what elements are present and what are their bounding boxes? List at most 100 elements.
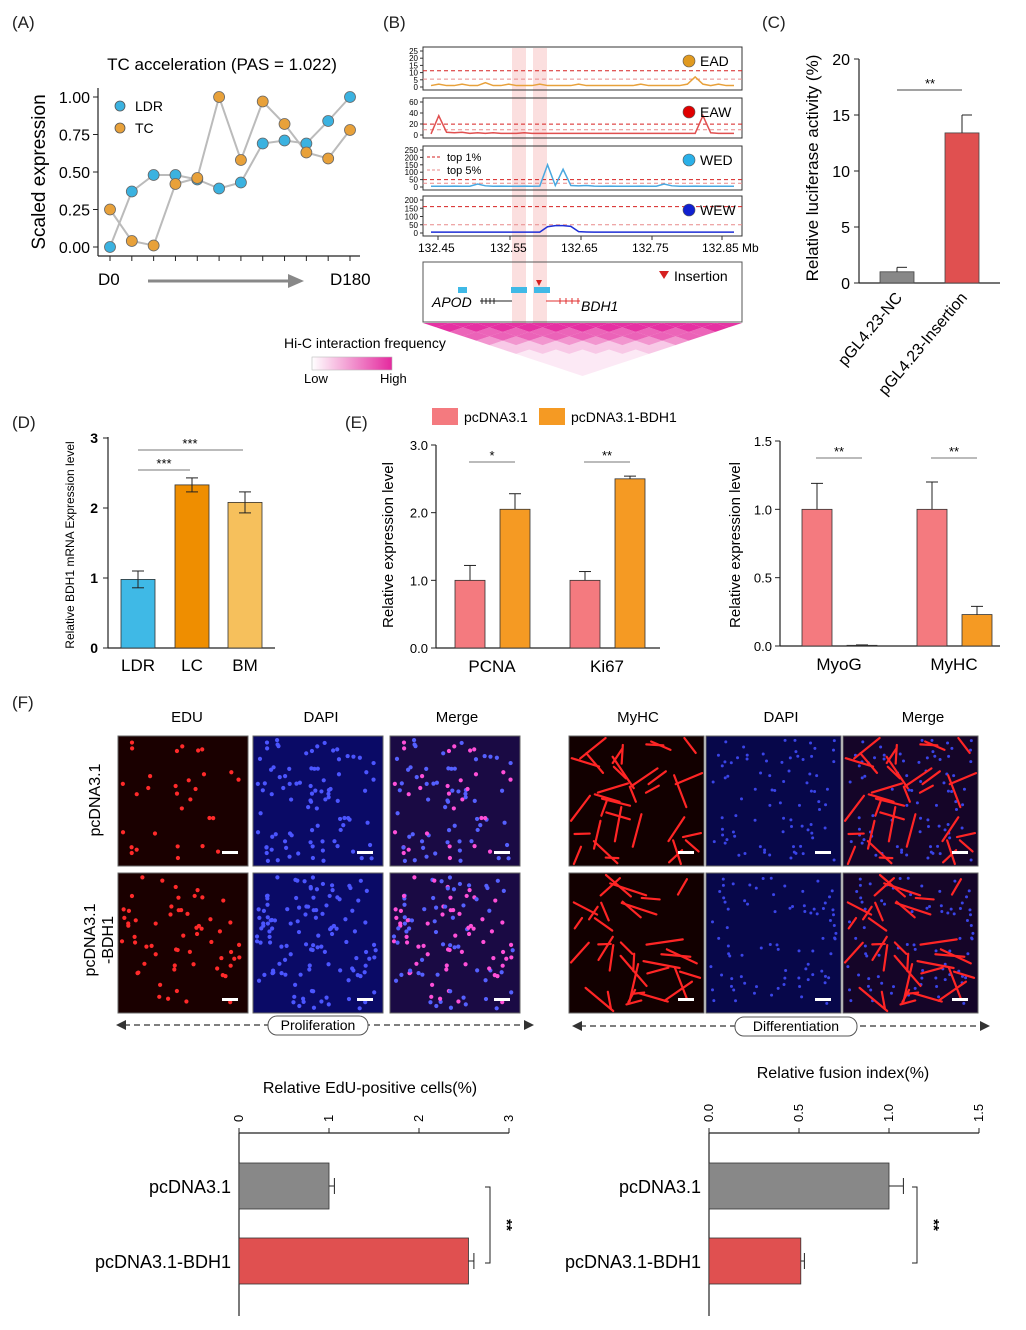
myotube [912,992,943,1003]
nucleus [466,883,472,888]
myotube [638,992,669,1003]
nucleus [446,766,451,771]
nucleus [311,895,316,900]
nucleus [809,911,813,915]
row-label-pcdna: pcDNA3.1 [87,763,104,836]
nucleus [809,789,813,793]
nucleus [345,753,350,759]
myotube [902,785,911,803]
nucleus [457,848,462,853]
nucleus [453,933,458,938]
track-ytick-label: 250 [405,146,419,155]
nucleus [282,957,288,962]
panel-c-ytick-label: 15 [832,108,850,125]
nucleus [292,994,297,999]
nucleus [322,740,327,746]
nucleus [288,952,293,957]
nucleus [311,943,316,948]
nucleus [315,744,320,749]
nucleus [508,760,513,766]
nucleus [865,954,869,958]
myotube [899,999,917,1006]
nucleus [471,926,476,931]
scale-bar [357,998,373,1001]
nucleus [782,982,786,986]
nucleus [909,893,913,897]
nucleus [306,904,311,909]
nucleus [833,937,837,941]
nucleus [129,893,135,899]
nucleus [180,744,185,749]
nucleus [308,783,313,789]
nucleus [301,999,306,1004]
myotube [893,941,908,955]
myotube [867,793,895,803]
nucleus [960,974,964,978]
nucleus [284,845,289,850]
myotube [887,806,897,843]
nucleus [506,856,511,861]
nucleus [255,830,261,835]
nucleus [419,774,425,779]
nucleus [441,751,446,756]
panel-c-sig: ** [925,76,935,91]
panel-f-tick-label: 0.0 [701,1104,716,1122]
nucleus [397,788,402,793]
proliferation-label-pill [267,1015,369,1036]
hic-cell [569,323,596,332]
nucleus [184,999,189,1004]
nucleus [753,818,757,822]
myotube [605,811,631,821]
nucleus [866,984,870,988]
hic-low-label: Low [304,371,328,386]
nucleus [926,818,930,822]
legend-pcdna-label: pcDNA3.1 [464,409,528,425]
nucleus [254,934,260,939]
nucleus [876,975,880,979]
nucleus [300,996,306,1001]
nucleus [794,851,798,855]
myotube [937,980,968,1002]
nucleus [272,918,278,923]
nucleus [119,939,125,944]
nucleus [398,921,403,926]
panel-e-bar [569,579,601,649]
point-tc [191,172,204,184]
track-name: WED [700,152,733,168]
nucleus [943,828,947,832]
nucleus [324,903,329,908]
legend-bdh1-label: pcDNA3.1-BDH1 [571,409,677,425]
nucleus [330,888,335,893]
nucleus [294,781,299,786]
myotube [858,986,889,1013]
nucleus [797,976,801,980]
track-ytick-label: 100 [405,213,419,222]
myotube [918,784,934,794]
hic-cell [436,323,463,332]
hic-cell [516,323,543,332]
nucleus [268,918,273,923]
nucleus [877,953,881,957]
nucleus [277,961,282,966]
point-tc [169,178,182,190]
panel-b-xtick-label: 132.85 Mb [702,241,759,255]
nucleus [801,758,805,762]
myotube [905,813,917,848]
nucleus [931,750,935,754]
nucleus [429,994,434,999]
nucleus [176,895,181,900]
point-ldr [278,134,291,147]
diff-myhc-image-row1 [568,735,705,867]
hic-cell [595,358,623,368]
nucleus [448,1005,454,1010]
nucleus [259,926,264,931]
legend-ldr-label: LDR [135,98,163,114]
nucleus [882,757,886,761]
nucleus [363,920,368,925]
nucleus [430,982,435,987]
nucleus [149,943,154,948]
panel-labels: (A) (B) (C) (D) (E) (F) [12,13,786,712]
nucleus [144,944,149,949]
nucleus [935,984,939,988]
